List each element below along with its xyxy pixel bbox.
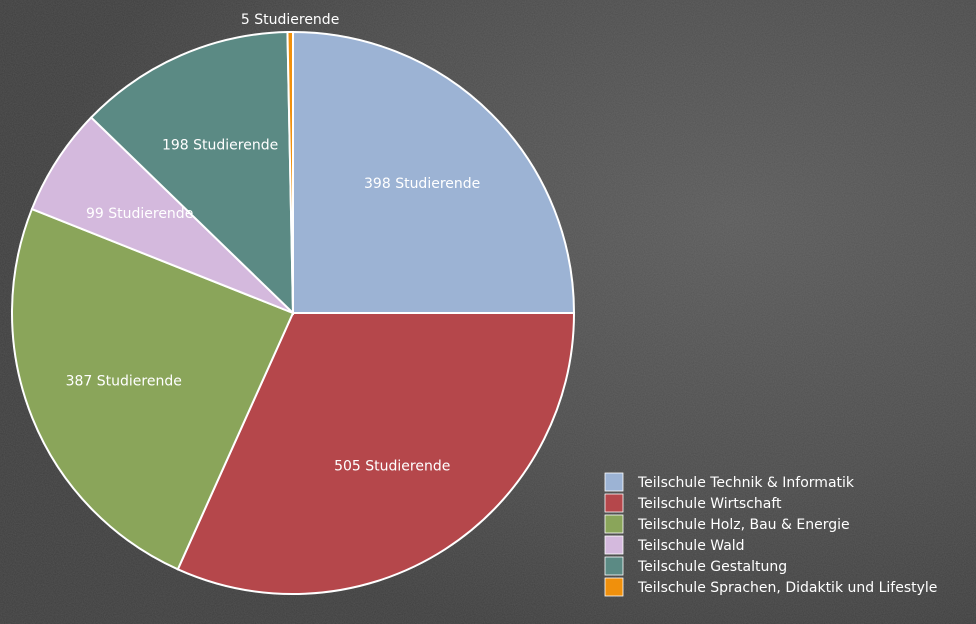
data-label: 398 Studierende: [364, 176, 480, 192]
legend-swatch: [604, 514, 624, 534]
data-label: 5 Studierende: [241, 12, 339, 28]
legend-label: Teilschule Gestaltung: [637, 559, 787, 575]
pie-slice: [89, 31, 295, 316]
data-label: 198 Studierende: [162, 138, 278, 154]
pie-slice: [286, 30, 294, 314]
legend-label: Teilschule Wald: [637, 538, 745, 554]
legend-swatch: [604, 493, 624, 513]
pie-slice: [176, 312, 576, 595]
legend-swatch: [604, 556, 624, 576]
legend-swatch: [604, 535, 624, 555]
legend-label: Teilschule Technik & Informatik: [637, 475, 855, 491]
legend: Teilschule Technik & Informatik Teilschul…: [604, 472, 937, 597]
data-label: 99 Studierende: [86, 206, 193, 222]
legend-swatch: [604, 577, 624, 597]
data-label: 505 Studierende: [334, 458, 450, 474]
data-label: 387 Studierende: [66, 374, 182, 390]
legend-label: Teilschule Holz, Bau & Energie: [637, 517, 850, 533]
legend-label: Teilschule Sprachen, Didaktik und Lifest…: [637, 580, 937, 596]
legend-label: Teilschule Wirtschaft: [637, 496, 782, 512]
legend-swatch: [604, 472, 624, 492]
pie: 398 Studierende 505 Studierende 387 Studie…: [11, 12, 576, 595]
pie-slice: [292, 30, 576, 314]
pie-slice: [11, 207, 295, 571]
